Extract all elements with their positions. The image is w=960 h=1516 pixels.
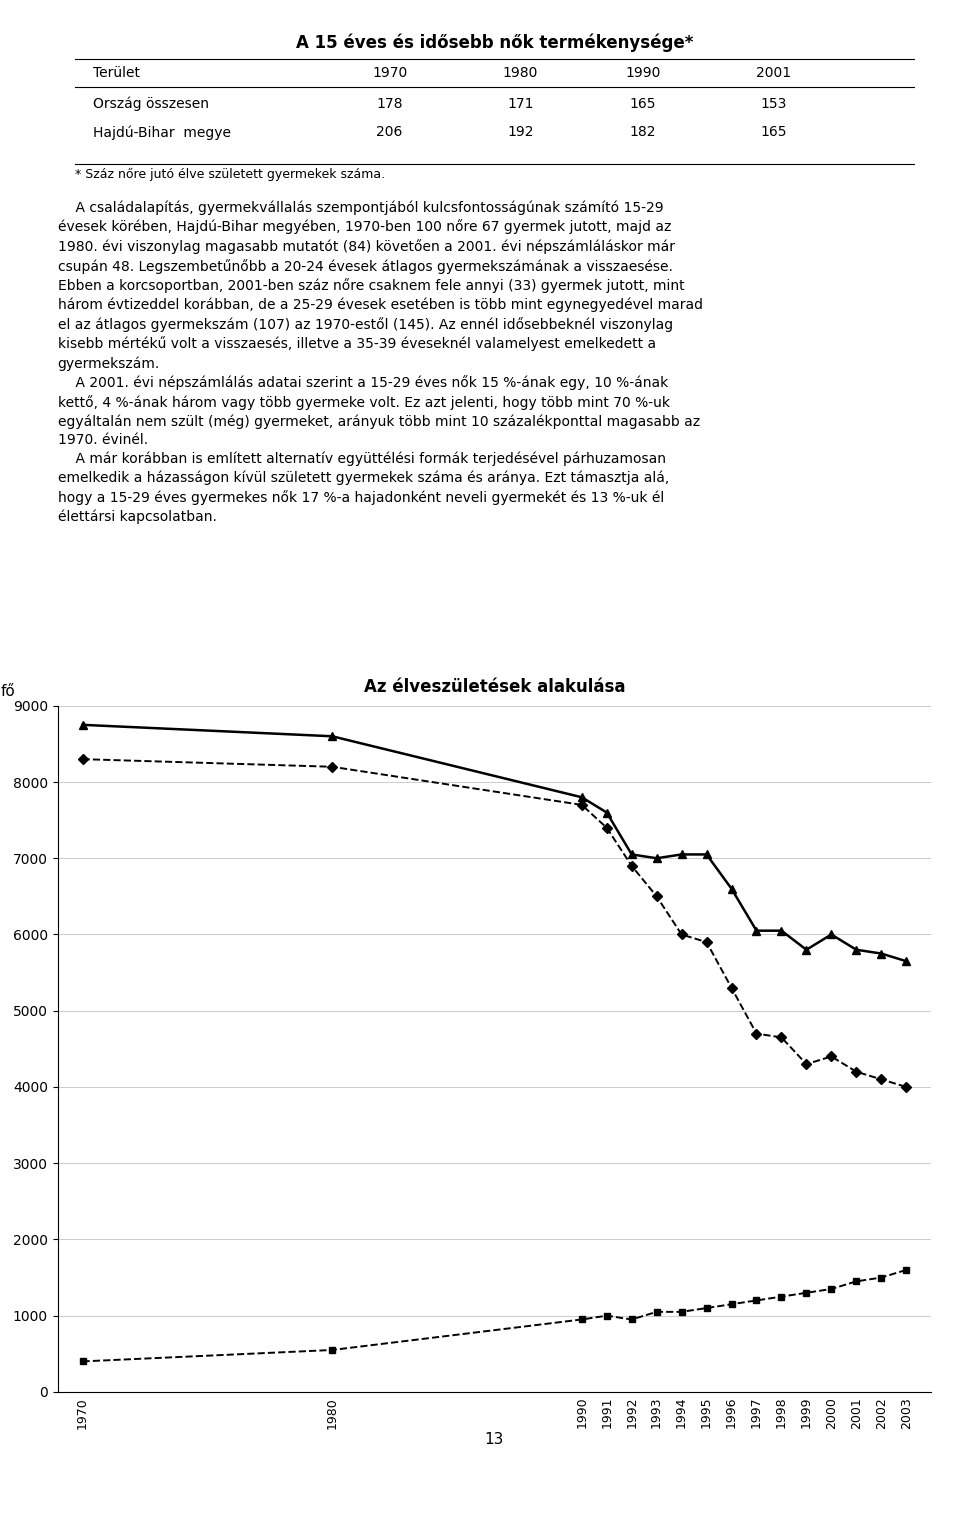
Text: 2001: 2001 <box>756 67 791 80</box>
Text: fő: fő <box>1 684 15 699</box>
Text: 1970: 1970 <box>372 67 407 80</box>
Text: 171: 171 <box>507 97 534 111</box>
Text: A 15 éves és idősebb nők termékenysége*: A 15 éves és idősebb nők termékenysége* <box>296 33 693 52</box>
Text: 13: 13 <box>485 1433 504 1448</box>
Text: 1990: 1990 <box>625 67 660 80</box>
Text: Ország összesen: Ország összesen <box>92 96 208 111</box>
Text: Hajdú-Bihar  megye: Hajdú-Bihar megye <box>92 126 230 139</box>
Text: 165: 165 <box>630 97 657 111</box>
Text: Terület: Terület <box>92 67 139 80</box>
Text: A családalapítás, gyermekvállalás szempontjából kulcsfontosságúnak számító 15-29: A családalapítás, gyermekvállalás szempo… <box>58 200 703 525</box>
Text: 206: 206 <box>376 126 403 139</box>
Text: 153: 153 <box>760 97 787 111</box>
Title: Az élveszületések alakulása: Az élveszületések alakulása <box>364 678 625 696</box>
Text: * Száz nőre jutó élve született gyermekek száma.: * Száz nőre jutó élve született gyermeke… <box>75 168 385 182</box>
Text: 182: 182 <box>630 126 657 139</box>
Text: 178: 178 <box>376 97 403 111</box>
Text: 1980: 1980 <box>503 67 539 80</box>
Text: 165: 165 <box>760 126 787 139</box>
Text: 192: 192 <box>507 126 534 139</box>
